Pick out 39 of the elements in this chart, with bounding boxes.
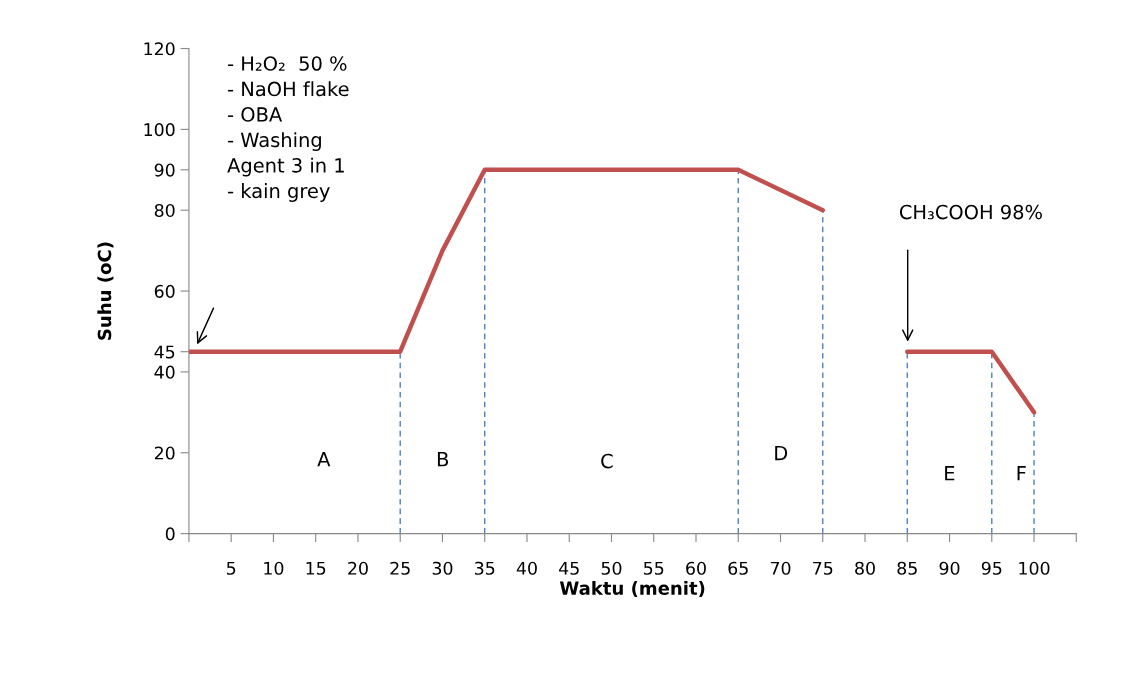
x-tick-label: 55 xyxy=(644,561,664,575)
x-tick-label: 15 xyxy=(306,561,326,575)
x-tick-label: 70 xyxy=(770,561,791,575)
x-tick-label: 95 xyxy=(981,561,1002,575)
x-tick-label: 75 xyxy=(813,561,833,575)
x-tick-label: 5 xyxy=(227,561,236,575)
x-tick-label: 10 xyxy=(264,561,284,575)
y-tick-label: 100 xyxy=(144,123,175,137)
y-tick-label: 90 xyxy=(154,163,175,177)
y-tick-label: 40 xyxy=(154,365,175,379)
x-tick-label: 30 xyxy=(432,561,453,575)
annotation: F xyxy=(1017,466,1026,481)
x-tick-label: 20 xyxy=(348,561,368,575)
annotation: CH₃COOH 98% xyxy=(899,204,1042,220)
y-axis-title: Suhu (oC) xyxy=(97,242,114,340)
annotation: D xyxy=(775,445,788,461)
x-tick-label: 60 xyxy=(686,561,706,575)
x-tick-label: 90 xyxy=(939,561,960,575)
x-tick-label: 85 xyxy=(897,561,917,575)
y-tick-label: 80 xyxy=(154,203,175,218)
x-tick-label: 35 xyxy=(474,561,495,575)
annotation: E xyxy=(945,466,955,481)
annotation: B xyxy=(437,452,449,467)
annotation: - H₂O₂ 50 % - NaOH flake - OBA - Washing Agent 3 in 1 - kain grey xyxy=(227,56,349,202)
x-tick-label: 65 xyxy=(728,561,748,575)
y-tick-label: 60 xyxy=(154,284,175,298)
x-axis-title: Waktu (menit) xyxy=(559,580,705,598)
annotation: C xyxy=(601,453,613,469)
x-tick-label: 40 xyxy=(516,561,537,575)
y-tick-label: 20 xyxy=(154,446,175,460)
y-tick-label: 0 xyxy=(165,527,175,541)
x-tick-label: 25 xyxy=(390,561,410,575)
x-tick-label: 100 xyxy=(1019,561,1050,575)
x-tick-label: 50 xyxy=(601,561,622,575)
x-tick-label: 80 xyxy=(855,561,875,575)
y-tick-label: 45 xyxy=(154,345,175,359)
x-tick-label: 45 xyxy=(559,561,579,575)
annotation: A xyxy=(317,452,331,467)
y-tick-label: 120 xyxy=(144,42,175,56)
